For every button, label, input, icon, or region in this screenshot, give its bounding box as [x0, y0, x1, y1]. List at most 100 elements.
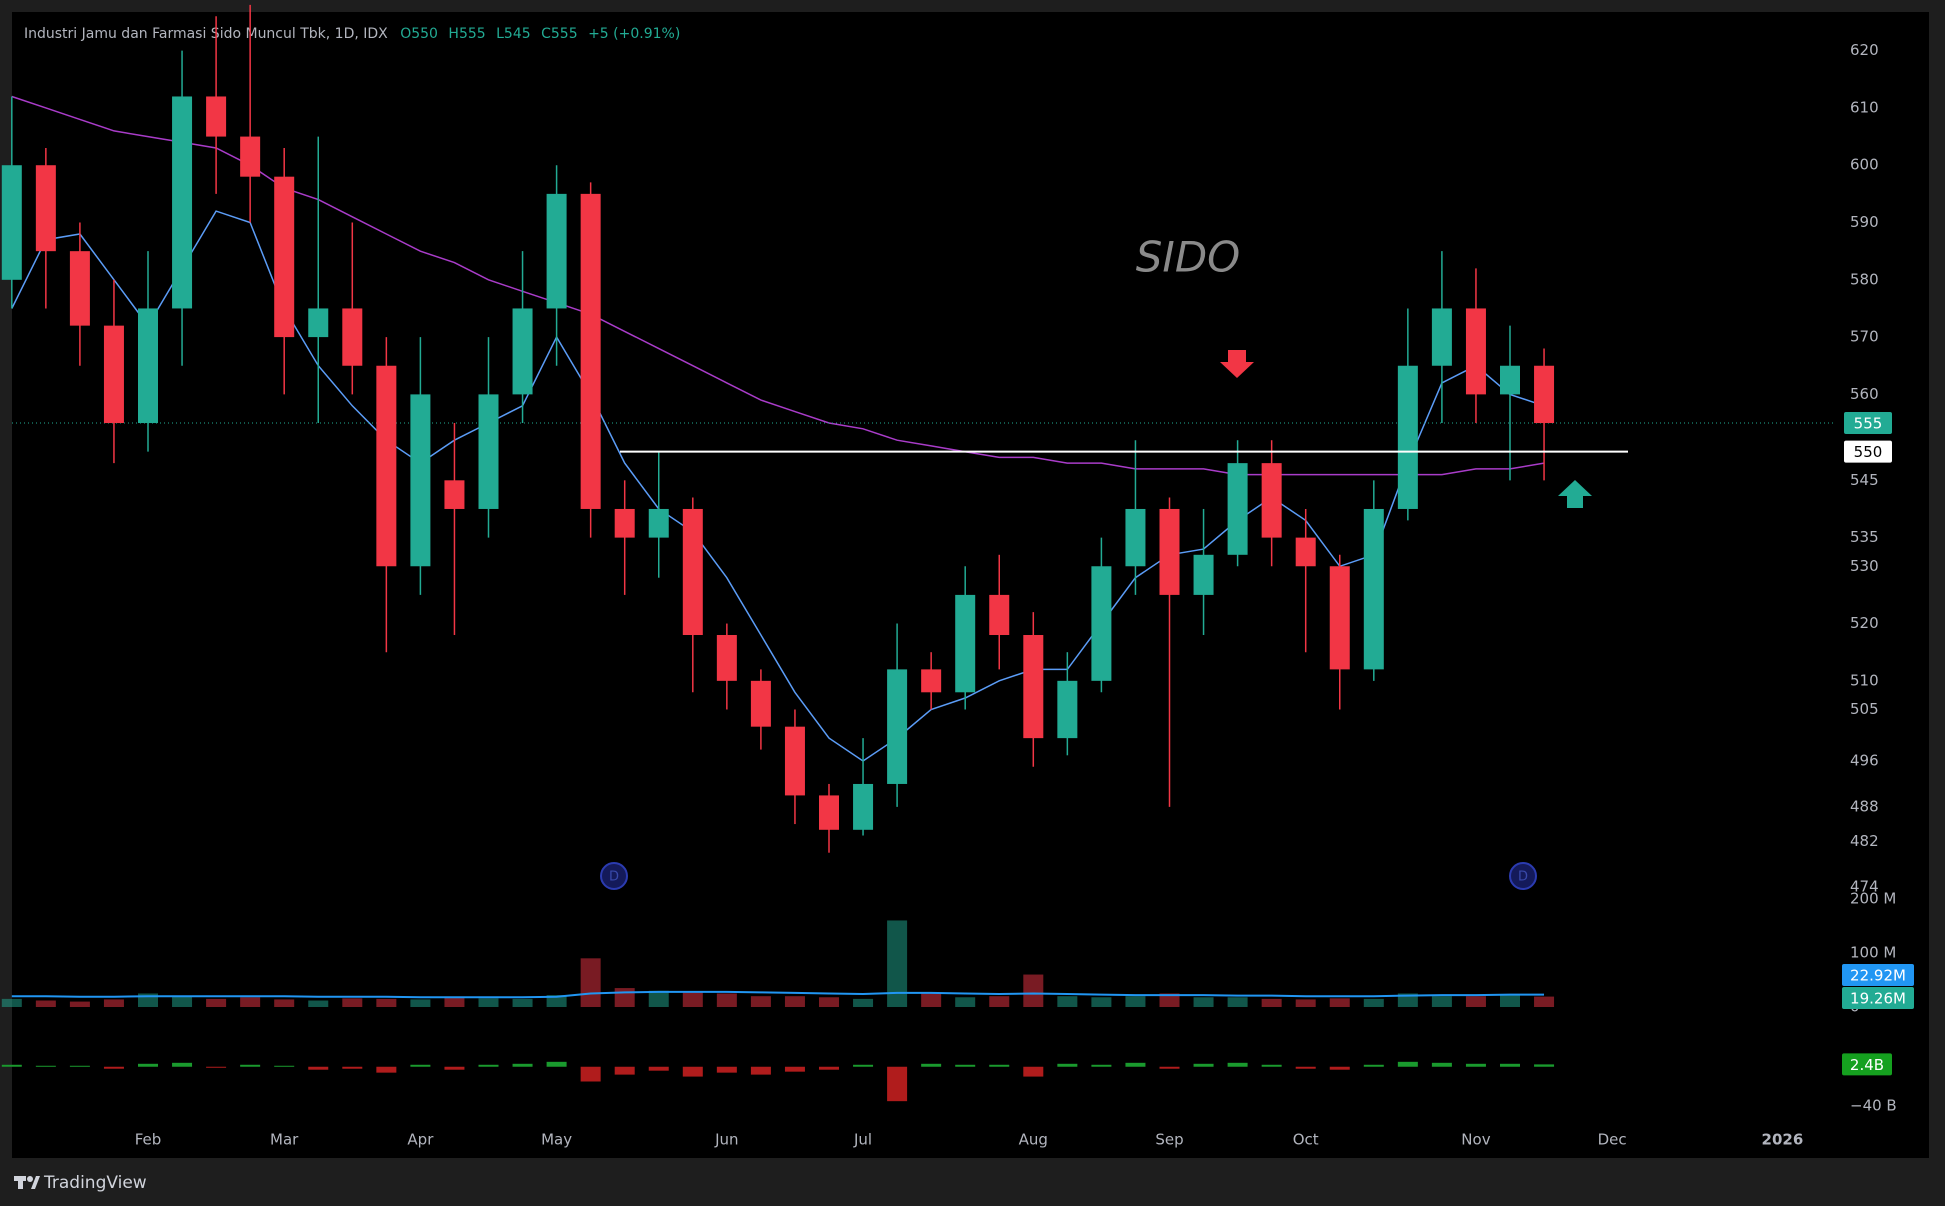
last-price-label: 555 [1854, 415, 1883, 433]
flow-bar [274, 1065, 295, 1067]
flow-bar [1329, 1066, 1350, 1070]
logo-part [31, 1176, 40, 1189]
down-arrow [1220, 350, 1254, 378]
flow-bar [887, 1066, 908, 1102]
candle-body [1500, 365, 1520, 395]
candle-body [342, 308, 363, 366]
flow-bar [784, 1066, 805, 1072]
volume-bar [887, 920, 908, 1007]
candle-body [1431, 308, 1452, 366]
flow-bar [1057, 1063, 1078, 1067]
flow-label-box [1842, 1053, 1892, 1076]
y-tick-label: 620 [1850, 41, 1879, 59]
candle-body [1091, 566, 1112, 681]
moving-average [11, 95, 1545, 476]
volume-bar [614, 988, 635, 1007]
volume-bar [410, 999, 431, 1007]
level-label-box [1844, 440, 1892, 463]
flow-bar [308, 1066, 329, 1070]
flow-bar [682, 1066, 703, 1077]
candle-body [206, 96, 227, 137]
volume-bar [342, 998, 363, 1007]
volume-bar [1431, 996, 1452, 1007]
event-marker[interactable] [600, 862, 628, 890]
candle-body [989, 594, 1010, 636]
candle-body [716, 635, 737, 681]
ohlc-low: L545 [496, 26, 531, 42]
candle-body [1, 165, 22, 280]
y-tick-label: 520 [1850, 614, 1879, 632]
volume-bar [819, 997, 839, 1007]
candle-body [955, 594, 976, 693]
flow-bar [1091, 1064, 1112, 1067]
watermark: SIDO [1136, 233, 1240, 282]
candle-body [376, 365, 397, 567]
candle-body [1193, 554, 1214, 595]
candle-body [103, 325, 124, 424]
x-tick-label: Oct [1293, 1131, 1319, 1149]
flow-bar [138, 1063, 158, 1067]
y-tick-label: 535 [1850, 528, 1879, 546]
volume-bar [308, 1000, 329, 1007]
candle-body [1023, 635, 1044, 739]
ohlc-open: O550 [400, 26, 438, 42]
volume-bar [1261, 998, 1282, 1007]
candle-body [512, 308, 533, 395]
volume-bar [955, 997, 976, 1007]
volume-bar [444, 997, 465, 1007]
candle-body [69, 251, 90, 326]
flow-bar [512, 1063, 533, 1067]
flow-bar [103, 1066, 124, 1069]
candle-body [1534, 365, 1555, 424]
flow-bar [444, 1066, 465, 1070]
volume-bar [1465, 996, 1486, 1007]
volume-bar [989, 996, 1010, 1007]
y-tick-label: 570 [1850, 328, 1879, 346]
y-tick-label: 600 [1850, 156, 1879, 174]
moving-average [11, 210, 1545, 762]
event-marker-label[interactable]: D [609, 870, 619, 885]
candle-body [308, 308, 329, 338]
candle-body [887, 669, 908, 784]
volume-bar [1159, 993, 1180, 1007]
candle-body [614, 508, 635, 538]
flow-bar [750, 1066, 771, 1075]
candle-body [35, 165, 56, 252]
candle-body [1125, 508, 1146, 567]
logo-part [18, 1176, 23, 1189]
event-marker[interactable] [1509, 862, 1537, 890]
brand[interactable]: TradingView [43, 1173, 147, 1193]
flow-bar [1534, 1064, 1555, 1067]
flow-bar [614, 1066, 635, 1075]
candle-body [546, 193, 567, 309]
ohlc-change: +5 (+0.91%) [588, 26, 680, 42]
volume-bar [1227, 997, 1248, 1007]
volume-ma-label: 22.92M [1850, 967, 1906, 985]
event-marker-label[interactable]: D [1518, 870, 1528, 885]
flow-bar [240, 1064, 261, 1067]
candle-body [1465, 308, 1486, 395]
candle-body [444, 480, 465, 509]
flow-bar [1023, 1066, 1044, 1077]
x-tick-label: Nov [1461, 1131, 1490, 1149]
volume-bar [580, 958, 601, 1007]
volume-bar [750, 996, 771, 1007]
flow-bar [716, 1066, 737, 1073]
volume-bar [648, 990, 669, 1007]
candle-body [580, 193, 601, 509]
candle-body [750, 680, 771, 727]
volume-bar [1295, 999, 1316, 1007]
volume-bar [1534, 996, 1555, 1007]
flow-bar [1261, 1064, 1282, 1067]
volume-bar [1329, 998, 1350, 1007]
volume-bar [682, 991, 703, 1007]
volume-bar [478, 998, 499, 1007]
candle-body [240, 136, 261, 177]
volume-bar [1091, 997, 1112, 1007]
last-price-label-box [1844, 412, 1892, 435]
flow-bar [206, 1066, 227, 1068]
candle-body [784, 726, 805, 796]
y-tick-label: 496 [1850, 752, 1879, 770]
y-tick-label: 560 [1850, 385, 1879, 403]
